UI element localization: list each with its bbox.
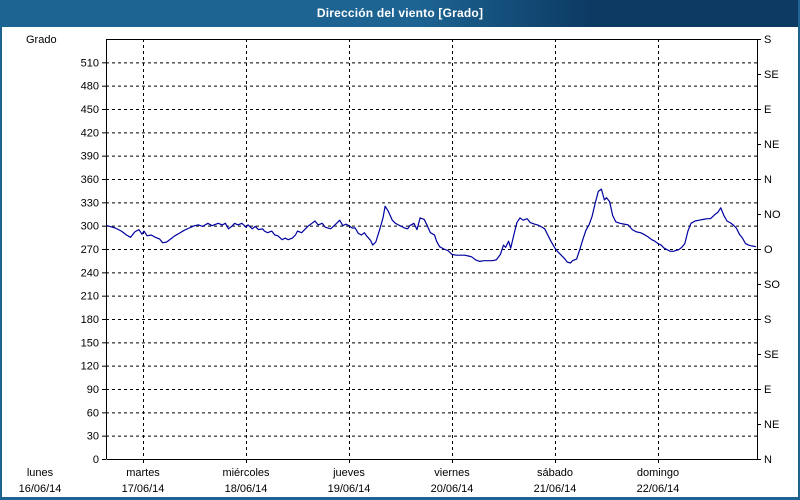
window-title: Dirección del viento [Grado] <box>2 0 798 27</box>
day-name-label: jueves <box>332 467 365 479</box>
day-date-label: 20/06/14 <box>431 483 474 495</box>
day-date-label: 21/06/14 <box>534 483 577 495</box>
compass-label: SE <box>764 349 779 361</box>
y-tick-label: 0 <box>93 454 99 466</box>
day-date-label: 19/06/14 <box>328 483 371 495</box>
y-tick-label: 420 <box>81 127 99 139</box>
y-tick-label: 90 <box>87 384 99 396</box>
y-tick-label: 450 <box>81 104 99 116</box>
y-tick-label: 120 <box>81 361 99 373</box>
compass-label: O <box>764 244 773 256</box>
y-tick-label: 390 <box>81 151 99 163</box>
day-name-label: viernes <box>434 467 470 479</box>
y-tick-label: 480 <box>81 81 99 93</box>
y-tick-label: 360 <box>81 174 99 186</box>
compass-label: S <box>764 34 771 46</box>
y-tick-label: 240 <box>81 267 99 279</box>
wind-direction-line <box>106 188 757 264</box>
day-date-label: 16/06/14 <box>19 483 62 495</box>
day-date-label: 22/06/14 <box>637 483 680 495</box>
compass-label: N <box>764 454 772 466</box>
day-name-label: lunes <box>27 467 54 479</box>
day-name-label: martes <box>126 467 160 479</box>
y-tick-label: 300 <box>81 221 99 233</box>
y-tick-label: 180 <box>81 314 99 326</box>
compass-label: N <box>764 174 772 186</box>
day-name-label: sábado <box>537 467 573 479</box>
y-tick-label: 510 <box>81 57 99 69</box>
compass-label: NE <box>764 419 779 431</box>
compass-label: SO <box>764 279 780 291</box>
compass-label: E <box>764 104 771 116</box>
day-date-label: 17/06/14 <box>122 483 165 495</box>
compass-label: S <box>764 314 771 326</box>
compass-label: E <box>764 384 771 396</box>
y-tick-label: 150 <box>81 337 99 349</box>
y-tick-label: 270 <box>81 244 99 256</box>
y-tick-label: 210 <box>81 291 99 303</box>
wind-direction-chart: Grado 0 30 60 90 120 150 180 210 240 270 300 330 360 3… <box>19 34 781 495</box>
y-tick-label: 330 <box>81 197 99 209</box>
compass-label: NO <box>764 209 781 221</box>
day-name-label: domingo <box>637 467 679 479</box>
compass-label: NE <box>764 139 779 151</box>
y-tick-label: 60 <box>87 407 99 419</box>
compass-label: SE <box>764 69 779 81</box>
day-name-label: miércoles <box>222 467 270 479</box>
day-date-label: 18/06/14 <box>225 483 268 495</box>
y-tick-label: 30 <box>87 431 99 443</box>
y-axis-title: Grado <box>26 34 57 46</box>
chart-area: Grado 0 30 60 90 120 150 180 210 240 270 300 330 360 3… <box>2 27 798 497</box>
